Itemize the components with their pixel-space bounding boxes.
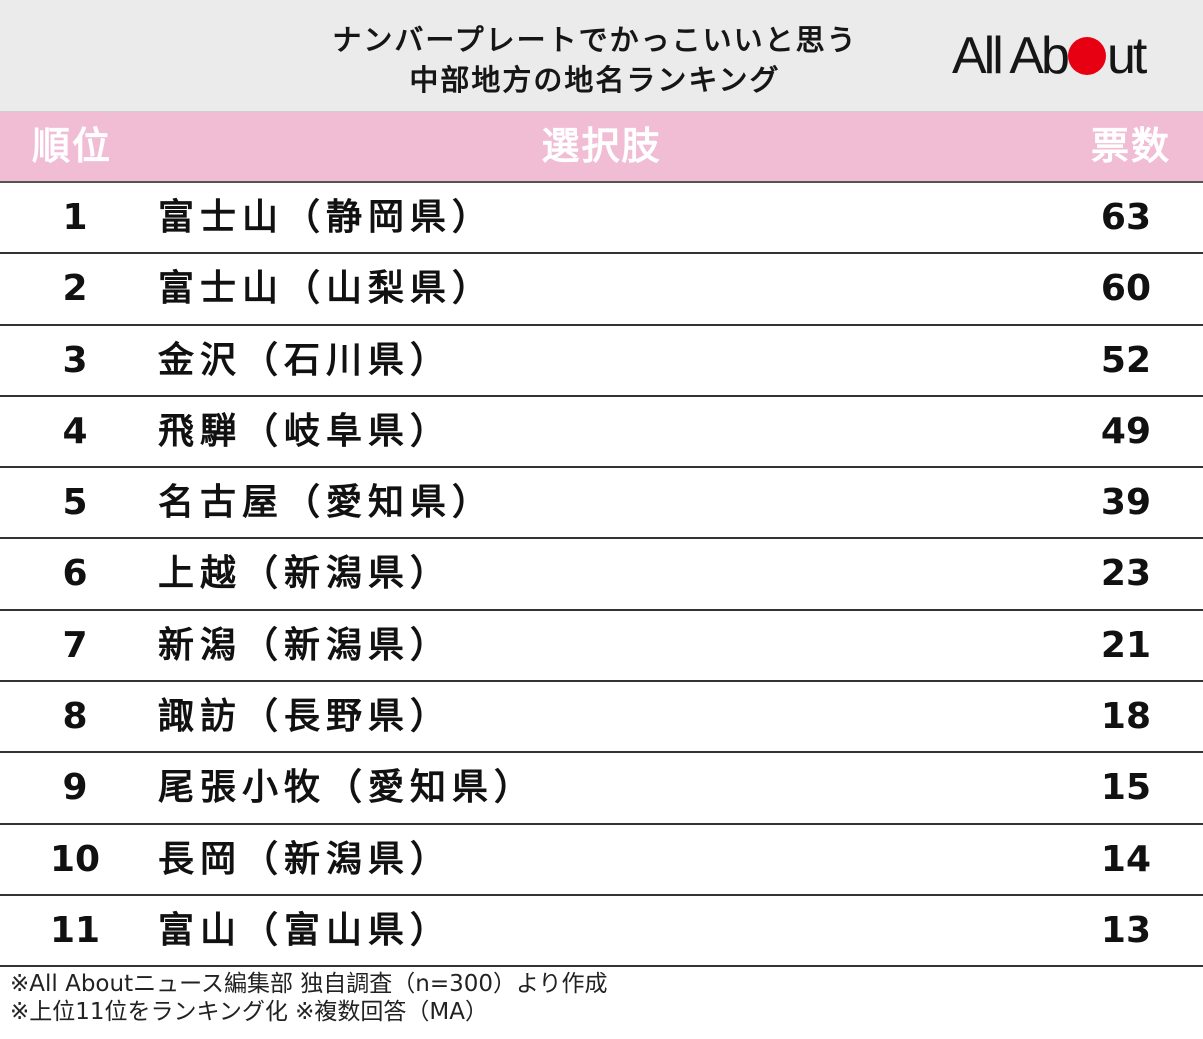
choice-cell: 金沢（石川県） xyxy=(158,339,453,381)
rank-cell: 3 xyxy=(62,339,88,381)
footnote-source: ※All Aboutニュース編集部 独自調査（n=300）より作成 xyxy=(10,971,608,997)
chart-title: ナンバープレートでかっこいいと思う 中部地方の地名ランキング xyxy=(200,20,990,100)
chart-title-line-1: ナンバープレートでかっこいいと思う xyxy=(332,23,858,57)
column-header-choice: 選択肢 xyxy=(541,124,662,168)
ranking-table: 順位 選択肢 票数 1 富士山（静岡県） 63 2 富士山（山梨県） 60 3 金沢（石川県）… xyxy=(0,112,1203,968)
table-row: 8 諏訪（長野県） 18 xyxy=(0,682,1203,754)
choice-cell: 富山（富山県） xyxy=(158,909,453,951)
footnote-method: ※上位11位をランキング化 ※複数回答（MA） xyxy=(10,999,489,1025)
rank-cell: 1 xyxy=(62,197,88,238)
choice-cell: 富士山（山梨県） xyxy=(158,268,495,310)
table-row: 7 新潟（新潟県） 21 xyxy=(0,610,1203,683)
votes-cell: 21 xyxy=(1100,624,1151,666)
rank-cell: 8 xyxy=(62,696,88,738)
table-row: 11 富山（富山県） 13 xyxy=(0,895,1203,968)
table-row: 3 金沢（石川県） 52 xyxy=(0,325,1203,397)
votes-cell: 18 xyxy=(1100,696,1151,738)
column-header-rank: 順位 xyxy=(32,124,113,168)
votes-cell: 14 xyxy=(1100,838,1151,880)
all-about-logo: All Ab ut xyxy=(952,24,1184,88)
choice-cell: 尾張小牧（愛知県） xyxy=(158,767,537,809)
rank-cell: 5 xyxy=(62,482,88,524)
table-row: 1 富士山（静岡県） 63 xyxy=(0,183,1203,255)
rank-cell: 6 xyxy=(62,553,88,595)
votes-cell: 15 xyxy=(1100,767,1151,809)
table-row: 4 飛騨（岐阜県） 49 xyxy=(0,396,1203,469)
rank-cell: 7 xyxy=(62,624,88,666)
choice-cell: 新潟（新潟県） xyxy=(158,624,453,666)
votes-cell: 63 xyxy=(1100,197,1151,238)
table-row: 6 上越（新潟県） 23 xyxy=(0,539,1203,611)
choice-cell: 名古屋（愛知県） xyxy=(158,482,495,524)
table-row: 2 富士山（山梨県） 60 xyxy=(0,254,1203,326)
rank-cell: 4 xyxy=(62,410,88,452)
votes-cell: 39 xyxy=(1100,482,1151,524)
chart-title-line-2: 中部地方の地名ランキング xyxy=(409,63,781,97)
rank-cell: 10 xyxy=(49,838,101,880)
table-row: 5 名古屋（愛知県） 39 xyxy=(0,468,1203,540)
choice-cell: 諏訪（長野県） xyxy=(158,696,453,738)
choice-cell: 上越（新潟県） xyxy=(158,553,453,595)
logo-text-right: ut xyxy=(1106,27,1147,85)
votes-cell: 13 xyxy=(1100,909,1151,951)
logo-text-left: All Ab xyxy=(952,27,1070,85)
table-row: 10 長岡（新潟県） 14 xyxy=(0,824,1203,896)
choice-cell: 富士山（静岡県） xyxy=(158,197,495,238)
column-header-votes: 票数 xyxy=(1090,124,1171,168)
votes-cell: 52 xyxy=(1100,339,1151,381)
footnotes: ※All Aboutニュース編集部 独自調査（n=300）より作成 ※上位11位… xyxy=(10,970,608,1026)
table-body: 1 富士山（静岡県） 63 2 富士山（山梨県） 60 3 金沢（石川県） 52 4 飛騨（岐阜県）… xyxy=(0,183,1203,968)
rank-cell: 11 xyxy=(49,909,101,951)
votes-cell: 23 xyxy=(1100,553,1151,595)
table-header-row: 順位 選択肢 票数 xyxy=(0,112,1203,183)
rank-cell: 2 xyxy=(62,268,88,310)
logo-red-dot-icon xyxy=(1067,37,1106,75)
rank-cell: 9 xyxy=(62,767,88,809)
choice-cell: 飛騨（岐阜県） xyxy=(158,410,453,452)
table-row: 9 尾張小牧（愛知県） 15 xyxy=(0,753,1203,825)
choice-cell: 長岡（新潟県） xyxy=(158,838,453,880)
votes-cell: 60 xyxy=(1100,268,1151,310)
figure-header: ナンバープレートでかっこいいと思う 中部地方の地名ランキング All Ab ut xyxy=(0,0,1203,112)
votes-cell: 49 xyxy=(1100,410,1151,452)
